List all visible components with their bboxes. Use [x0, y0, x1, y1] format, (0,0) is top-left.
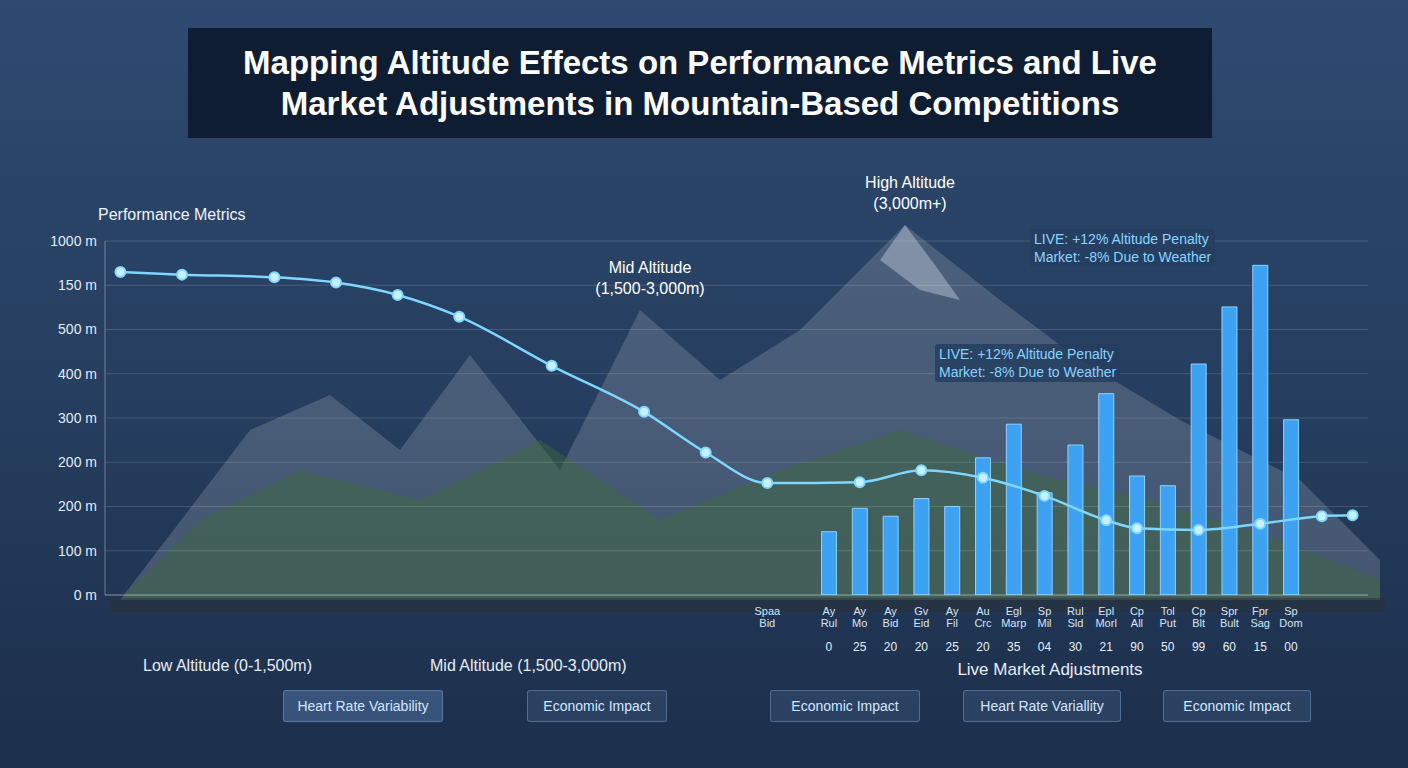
svg-text:15: 15 [1254, 640, 1268, 654]
html-text:High Altitude: High Altitude [865, 174, 955, 191]
html-text:Performance Metrics: Performance Metrics [98, 206, 246, 223]
svg-text:00: 00 [1284, 640, 1298, 654]
svg-text:35: 35 [1007, 640, 1021, 654]
svg-text:0 m: 0 m [74, 587, 97, 603]
svg-text:200 m: 200 m [58, 454, 97, 470]
svg-text:AyBid: AyBid [883, 605, 899, 629]
html-text:Live Market Adjustments: Live Market Adjustments [957, 660, 1143, 679]
svg-text:99: 99 [1192, 640, 1206, 654]
html-text:Heart Rate Variallity: Heart Rate Variallity [980, 698, 1104, 714]
svg-text:AyFil: AyFil [946, 605, 959, 629]
svg-text:100 m: 100 m [58, 543, 97, 559]
svg-text:25: 25 [945, 640, 959, 654]
svg-text:GvEid: GvEid [913, 605, 929, 629]
svg-text:EglMarp: EglMarp [1001, 605, 1026, 629]
svg-text:500 m: 500 m [58, 321, 97, 337]
html-text:LIVE: +12% Altitude Penalty: LIVE: +12% Altitude Penalty [1034, 231, 1209, 247]
svg-text:150 m: 150 m [58, 277, 97, 293]
html-text:Mid Altitude (1,500-3,000m): Mid Altitude (1,500-3,000m) [430, 657, 627, 674]
svg-text:20: 20 [976, 640, 990, 654]
html-text:Heart Rate Variability: Heart Rate Variability [297, 698, 429, 714]
svg-text:50: 50 [1161, 640, 1175, 654]
svg-text:400 m: 400 m [58, 366, 97, 382]
svg-text:FprSag: FprSag [1250, 605, 1270, 629]
html-text:Mapping Altitude Effects on Pe: Mapping Altitude Effects on Performance … [243, 43, 1157, 122]
html-text:(1,500-3,000m): (1,500-3,000m) [595, 280, 705, 297]
svg-text:AyRul: AyRul [821, 605, 838, 629]
html-text:Economic Impact: Economic Impact [1183, 698, 1291, 714]
svg-text:SpDom: SpDom [1279, 605, 1302, 629]
svg-text:1000 m: 1000 m [50, 233, 97, 249]
svg-text:AyMo: AyMo [852, 605, 867, 629]
svg-text:25: 25 [853, 640, 867, 654]
svg-text:EplMorl: EplMorl [1095, 605, 1116, 629]
svg-text:TolPut: TolPut [1160, 605, 1177, 629]
svg-text:30: 30 [1069, 640, 1083, 654]
html-text:Market: -8% Due to Weather: Market: -8% Due to Weather [939, 364, 1117, 380]
html-text:Mid Altitude: Mid Altitude [608, 259, 692, 276]
html-text:Economic Impact: Economic Impact [791, 698, 899, 714]
svg-text:0: 0 [826, 640, 833, 654]
html-text:(3,000m+): (3,000m+) [873, 195, 947, 212]
svg-text:04: 04 [1038, 640, 1052, 654]
svg-text:60: 60 [1223, 640, 1237, 654]
svg-text:SpMil: SpMil [1038, 605, 1052, 629]
svg-text:CpBlt: CpBlt [1192, 605, 1206, 629]
svg-text:SpaaBid: SpaaBid [754, 605, 781, 629]
html-text:Market: -8% Due to Weather: Market: -8% Due to Weather [1034, 249, 1212, 265]
html-text:Economic Impact: Economic Impact [543, 698, 651, 714]
html-text:Low Altitude (0-1,500m): Low Altitude (0-1,500m) [143, 657, 312, 674]
svg-text:RulSld: RulSld [1067, 605, 1084, 629]
html-text:LIVE: +12% Altitude Penalty: LIVE: +12% Altitude Penalty [939, 346, 1114, 362]
svg-text:21: 21 [1099, 640, 1113, 654]
svg-text:SprBult: SprBult [1220, 605, 1239, 629]
svg-text:20: 20 [884, 640, 898, 654]
svg-text:90: 90 [1130, 640, 1144, 654]
svg-text:AuCrc: AuCrc [974, 605, 992, 629]
svg-text:300 m: 300 m [58, 410, 97, 426]
svg-text:20: 20 [915, 640, 929, 654]
svg-text:200 m: 200 m [58, 498, 97, 514]
svg-text:CpAll: CpAll [1130, 605, 1144, 629]
